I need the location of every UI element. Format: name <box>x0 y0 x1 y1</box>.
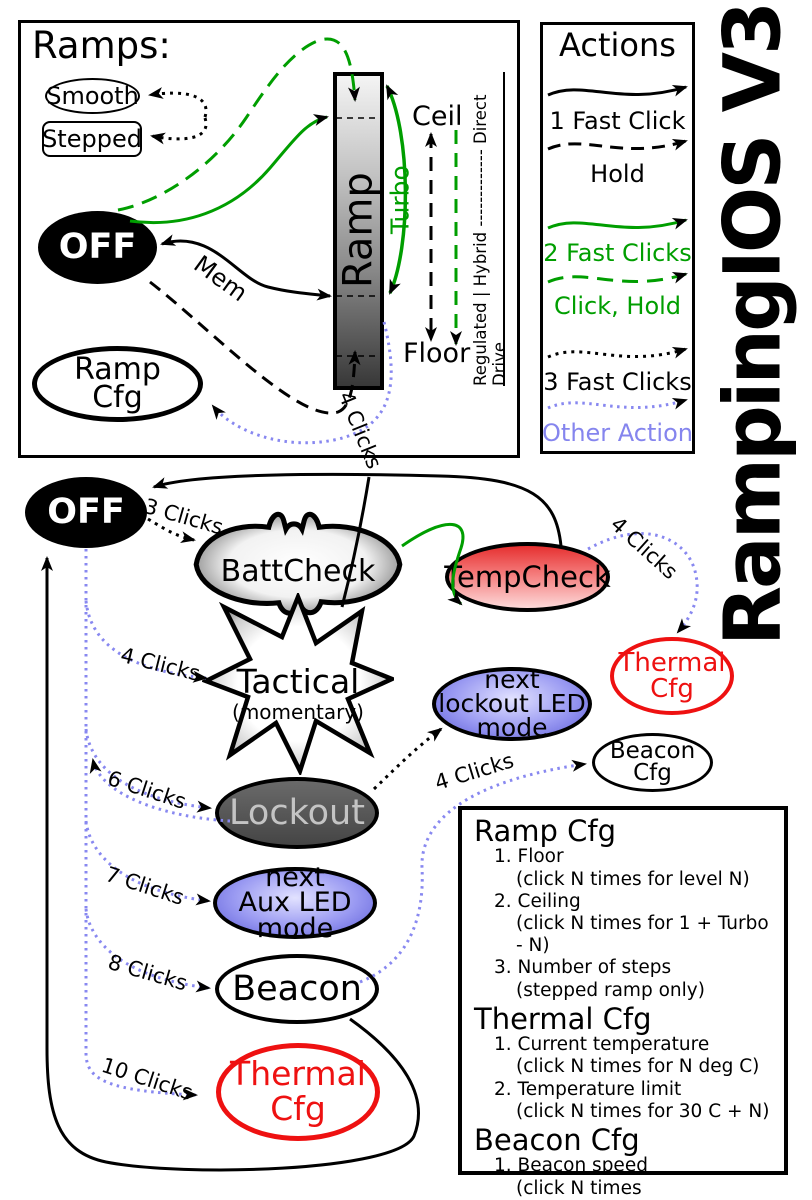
clicks-3-label: 3 Clicks <box>141 494 226 540</box>
aux-led-line3: mode <box>256 912 334 944</box>
lockout-led-line1: next <box>484 665 540 695</box>
off-node-ramps: OFF <box>38 211 157 284</box>
info-beacon-cfg-heading: Beacon Cfg <box>474 1122 640 1157</box>
legend-hold: Hold <box>590 160 645 188</box>
floor-label: Floor <box>403 338 471 369</box>
config-info-box: Ramp Cfg 1. Floor (click N times for lev… <box>458 806 788 1200</box>
thermal-cfg-bot-line2: Cfg <box>270 1089 326 1128</box>
stepped-ramp-label: Stepped <box>42 125 142 153</box>
beacon-cfg-line2: Cfg <box>633 759 672 786</box>
clicks-4-tactical-label: 4 Clicks <box>118 643 203 686</box>
info-item: 1. Beacon speed <box>494 1155 648 1177</box>
thermal-cfg-node-bottom: Thermal Cfg <box>216 1043 380 1141</box>
clicks-4-beacon-label: 4 Clicks <box>432 748 517 795</box>
beacon-label: Beacon <box>232 968 362 1009</box>
aux-led-mode-node: next Aux LED mode <box>213 864 377 944</box>
tactical-sub-label: (momentary) <box>232 700 364 724</box>
info-item: 2. Ceiling <box>494 890 581 912</box>
lockout-led-line3: mode <box>476 712 548 742</box>
clicks-8-label: 8 Clicks <box>105 950 190 996</box>
lockout-led-mode-node: next lockout LED mode <box>432 667 592 741</box>
ramps-panel-title: Ramps: <box>32 24 171 67</box>
beacon-node: Beacon <box>215 954 379 1024</box>
info-thermal-cfg-heading: Thermal Cfg <box>474 1001 652 1036</box>
ramp-cfg-line2: Cfg <box>92 380 143 415</box>
turbo-label: Turbo <box>385 165 415 235</box>
off-clicks-trunk <box>84 549 198 1101</box>
info-item-desc: (click N times for 1 + Turbo - N) <box>516 913 769 957</box>
lockout-led-line2: lockout LED <box>438 689 586 719</box>
legend-1-fast-click: 1 Fast Click <box>549 107 686 135</box>
legend-2-fast-clicks: 2 Fast Clicks <box>543 239 692 267</box>
tactical-label: Tactical <box>236 662 360 701</box>
clicks-10-label: 10 Clicks <box>98 1053 196 1105</box>
info-item-desc: (click N times for level N) <box>516 868 750 890</box>
off-main-label: OFF <box>47 492 125 532</box>
smooth-ramp-label: Smooth <box>46 82 139 110</box>
lockout-node: Lockout <box>215 777 379 849</box>
page-title: RampingIOS V3 <box>708 3 799 646</box>
clicks-4-thermal-label: 4 Clicks <box>605 512 683 585</box>
info-item-desc: (click N times <box>516 1177 642 1199</box>
thermal-cfg-node-top: Thermal Cfg <box>610 637 734 715</box>
off-node-main: OFF <box>25 477 147 548</box>
legend-3-fast-clicks: 3 Fast Clicks <box>543 368 692 396</box>
info-item-desc: (click N times for 30 C + N) <box>516 1100 770 1122</box>
lockout-label: Lockout <box>229 792 365 833</box>
smooth-ramp-node: Smooth <box>45 78 140 114</box>
info-item-desc: (click N times for N deg C) <box>516 1056 760 1078</box>
stepped-ramp-node: Stepped <box>42 121 142 157</box>
tempcheck-node: TempCheck <box>444 542 611 612</box>
off-label: OFF <box>58 227 137 267</box>
legend-click-hold: Click, Hold <box>553 292 682 320</box>
info-item: 1. Current temperature <box>494 1034 710 1056</box>
battcheck-label: BattCheck <box>220 554 376 589</box>
info-item: 2. Temperature limit <box>494 1078 682 1100</box>
thermal-cfg-bot-line1: Thermal <box>230 1054 366 1094</box>
clicks-7-label: 7 Clicks <box>102 862 188 910</box>
thermal-cfg-top-line1: Thermal <box>618 648 726 678</box>
legend-other-action: Other Action <box>542 419 693 447</box>
tempcheck-label: TempCheck <box>444 559 611 594</box>
aux-led-line2: Aux LED <box>238 887 352 919</box>
clicks-6-label: 6 Clicks <box>104 766 190 814</box>
ramp-cfg-node: Ramp Cfg <box>32 346 203 422</box>
beacon-cfg-line1: Beacon <box>609 737 696 764</box>
thermal-cfg-top-line2: Cfg <box>650 674 694 704</box>
ceil-label: Ceil <box>412 101 463 132</box>
info-item: 1. Floor <box>494 846 564 868</box>
actions-panel-title: Actions <box>559 26 676 64</box>
ramp-cfg-line1: Ramp <box>74 351 161 387</box>
info-ramp-cfg-heading: Ramp Cfg <box>474 814 617 848</box>
drive-axis-label: Regulated | Hybrid ------------- Direct … <box>471 72 509 386</box>
info-item-desc: (stepped ramp only) <box>516 979 705 1001</box>
info-item: 3. Number of steps <box>494 957 672 979</box>
beacon-cfg-node: Beacon Cfg <box>592 733 713 792</box>
ramp-bar-label: Ramp <box>335 172 382 288</box>
